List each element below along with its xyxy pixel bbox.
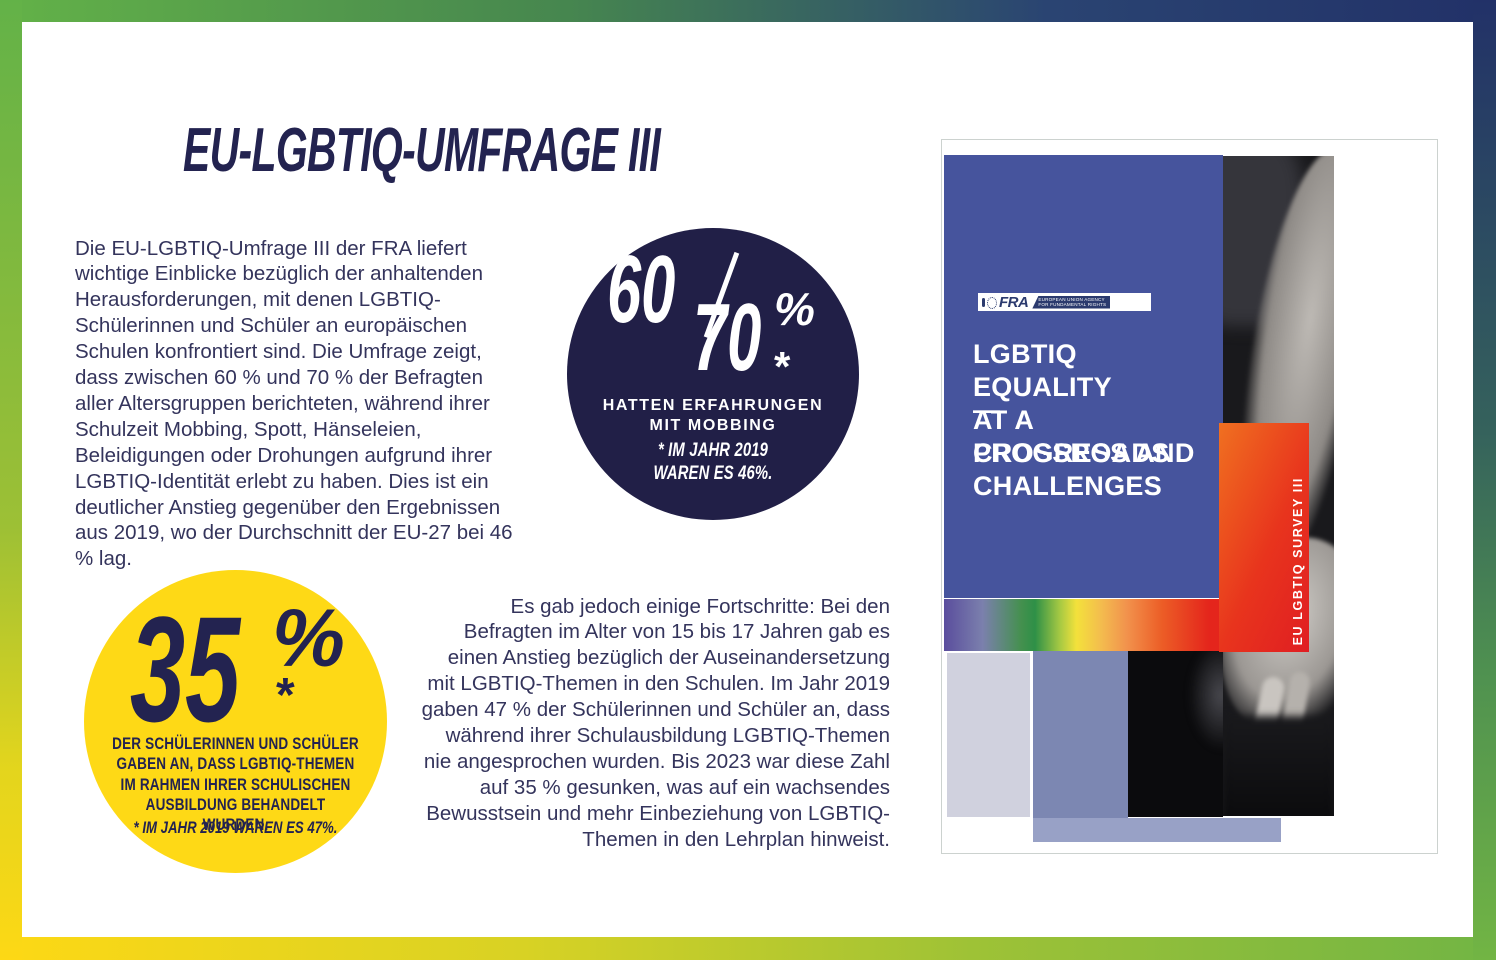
eu-figures-icon: [981, 296, 997, 309]
asterisk-mark: *: [276, 669, 295, 722]
cover-subtitle: PROGRESS AND CHALLENGES: [973, 437, 1195, 503]
intro-paragraph: Die EU-LGBTIQ-Umfrage III der FRA liefer…: [75, 236, 513, 571]
stat-bullying-footnote: * IM JAHR 2019 WAREN ES 46%.: [599, 439, 827, 485]
rainbow-gradient-bar: [944, 599, 1220, 651]
stat-curriculum-value: 35: [130, 585, 241, 753]
report-cover: FRA EUROPEAN UNION AGENCY FOR FUNDAMENTA…: [941, 139, 1438, 854]
frame-edge-left: [0, 0, 22, 960]
page-title-text: EU-LGBTIQ-UMFRAGE III: [183, 115, 661, 185]
stat-curriculum-label-line4: AUSBILDUNG BEHANDELT WURDEN.: [145, 795, 326, 835]
cover-title-dash: —: [973, 395, 1000, 425]
stat-bullying-value-60: 60: [607, 236, 676, 343]
percent-sign: %: [774, 283, 815, 335]
fra-logo: FRA EUROPEAN UNION AGENCY FOR FUNDAMENTA…: [978, 293, 1151, 311]
cover-blue-panel: FRA EUROPEAN UNION AGENCY FOR FUNDAMENTA…: [944, 155, 1223, 598]
cover-title-line2: AT A CROSSROADS: [973, 405, 1170, 468]
stat-curriculum-label: DER SCHÜLERINNEN UND SCHÜLER GABEN AN, D…: [111, 734, 359, 835]
stat-curriculum-label-line2: GABEN AN, DASS LGBTIQ-THEMEN: [116, 755, 355, 774]
stat-curriculum-label-line1: DER SCHÜLERINNEN UND SCHÜLER: [112, 735, 359, 753]
asterisk-mark: *: [774, 343, 791, 390]
stat-bullying-footnote-line1: * IM JAHR 2019: [657, 440, 769, 461]
cover-photo-lower: [1128, 651, 1223, 817]
stat-bullying-circle: 60 70 % * HATTEN ERFAHRUNGEN MIT MOBBING…: [567, 228, 859, 520]
fra-logo-text: FRA: [999, 293, 1029, 311]
fra-agency-line2: FOR FUNDAMENTAL RIGHTS: [1038, 302, 1107, 307]
cover-subtitle-line1: PROGRESS AND: [973, 438, 1195, 468]
fra-agency-name: EUROPEAN UNION AGENCY FOR FUNDAMENTAL RI…: [1032, 295, 1111, 309]
fra-agency-line1: EUROPEAN UNION AGENCY: [1038, 296, 1105, 302]
photo-dark-lap: [1223, 716, 1334, 816]
decor-rect-grey: [947, 653, 1030, 817]
percent-sign: %: [272, 593, 345, 684]
progress-paragraph: Es gab jedoch einige Fortschritte: Bei d…: [421, 594, 890, 851]
red-accent-block: EU LGBTIQ SURVEY III: [1219, 423, 1309, 652]
frame-edge-right: [1473, 0, 1496, 960]
stat-curriculum-circle: 35 % * DER SCHÜLERINNEN UND SCHÜLER GABE…: [84, 570, 387, 873]
stat-bullying-label-line1: HATTEN ERFAHRUNGEN: [602, 397, 824, 414]
stat-bullying-value-70: 70: [693, 284, 762, 391]
stat-curriculum-footnote: * IM JAHR 2019 WAREN ES 47%.: [133, 819, 338, 837]
decor-bar-slate: [1033, 818, 1281, 842]
cover-title: LGBTIQ EQUALITY AT A CROSSROADS: [973, 338, 1223, 470]
frame-edge-bottom: [0, 937, 1496, 960]
decor-rect-slate: [1033, 651, 1128, 818]
stat-bullying-label-line2: MIT MOBBING: [649, 416, 777, 434]
cover-spine-text: EU LGBTIQ SURVEY III: [1291, 476, 1305, 645]
cover-title-line1: LGBTIQ EQUALITY: [973, 339, 1112, 402]
stat-curriculum-label-line3: IM RAHMEN IHRER SCHULISCHEN: [120, 775, 351, 794]
cover-subtitle-line2: CHALLENGES: [973, 471, 1163, 501]
photo-finger-highlight: [1186, 651, 1223, 755]
stat-bullying-label: HATTEN ERFAHRUNGEN MIT MOBBING: [567, 396, 859, 435]
stat-bullying-footnote-line2: WAREN ES 46%.: [653, 463, 773, 484]
page-title: EU-LGBTIQ-UMFRAGE III: [183, 115, 906, 185]
frame-edge-top: [0, 0, 1496, 22]
